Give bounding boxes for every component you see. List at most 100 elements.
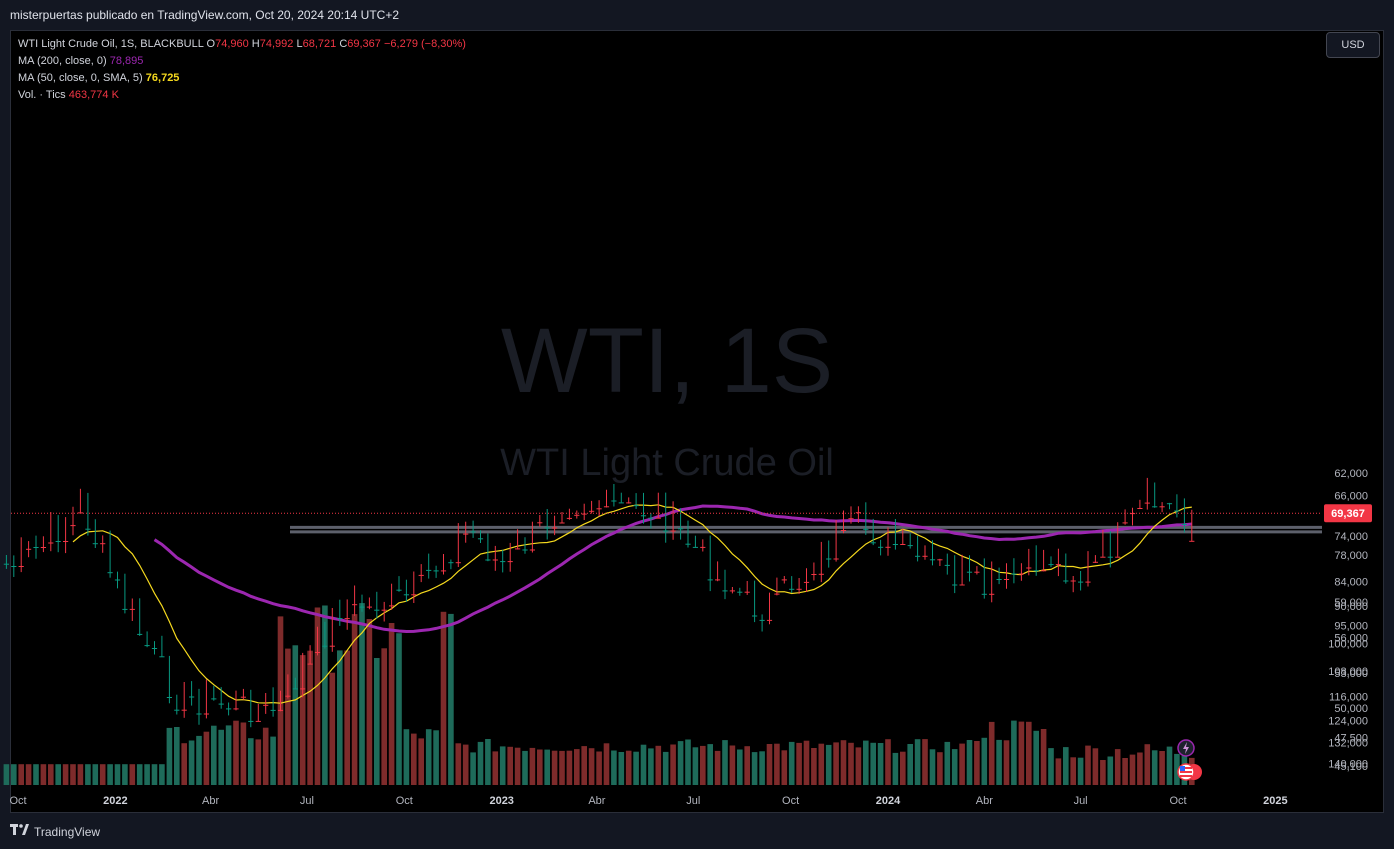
- us-flag-icon[interactable]: [1177, 763, 1202, 781]
- legend-ma50-row[interactable]: MA (50, close, 0, SMA, 5) 76,725: [18, 70, 466, 87]
- price-axis-label: 90,000: [1334, 601, 1368, 613]
- volume-bar: [566, 750, 573, 785]
- volume-bar: [70, 764, 76, 785]
- volume-bar: [499, 746, 506, 785]
- candle-body: [1152, 506, 1158, 508]
- legend-ma200-row[interactable]: MA (200, close, 0) 78,895: [18, 53, 466, 70]
- chart-legend[interactable]: WTI Light Crude Oil, 1S, BLACKBULL O74,9…: [18, 36, 466, 104]
- volume-bar: [633, 751, 639, 785]
- ma50-path: [72, 504, 1192, 704]
- footer: TradingView: [0, 814, 1394, 849]
- volume-bar: [455, 743, 462, 785]
- candle-body: [1055, 564, 1061, 566]
- open-label: O: [206, 38, 216, 50]
- candle-body: [648, 517, 654, 519]
- volume-bar: [403, 729, 410, 785]
- volume-bars: [3, 603, 1195, 785]
- volume-bar: [581, 746, 587, 785]
- candle-body: [226, 708, 232, 710]
- candle-body: [840, 530, 847, 531]
- time-axis-label: Oct: [9, 795, 26, 807]
- volume-bar: [55, 764, 61, 785]
- volume-bar: [618, 752, 625, 785]
- time-axis-label: Jul: [300, 795, 314, 807]
- candle-body: [892, 544, 898, 545]
- volume-bar: [625, 750, 632, 785]
- candle-body: [189, 696, 195, 698]
- close-label: C: [339, 38, 348, 50]
- candle-body: [566, 517, 572, 519]
- currency-button[interactable]: USD: [1326, 32, 1380, 58]
- lightning-icon[interactable]: [1177, 739, 1195, 757]
- price-axis-label: 56,000: [1334, 632, 1368, 644]
- candle-body: [203, 713, 209, 715]
- candle-body: [833, 558, 839, 560]
- price-axis-label: 124,000: [1328, 715, 1368, 727]
- candle-body: [470, 531, 476, 533]
- price-axis-label: 74,000: [1334, 531, 1368, 543]
- price-axis-label: 116,000: [1329, 692, 1368, 704]
- candle-body: [500, 561, 506, 563]
- volume-bar: [877, 743, 884, 785]
- volume-label: Vol. · Tics: [18, 89, 66, 101]
- candle-body: [633, 505, 639, 507]
- candle-body: [1070, 580, 1076, 582]
- volume-bar: [129, 764, 136, 785]
- candle-body: [85, 528, 91, 530]
- volume-bar: [1085, 745, 1091, 785]
- price-axis-label: 62,000: [1334, 468, 1368, 480]
- candle-body: [618, 502, 624, 504]
- volume-bar: [418, 738, 424, 785]
- volume-bar: [855, 747, 862, 785]
- candle-body: [1166, 503, 1173, 505]
- horizontal-levels[interactable]: [290, 525, 1322, 534]
- candle-body: [240, 696, 246, 698]
- candle-body: [544, 527, 550, 529]
- candle-body: [1026, 567, 1032, 569]
- time-axis[interactable]: Oct 2022 Abr Jul Oct 2023 Abr Jul Oct 2024 Abr Jul O…: [9, 795, 1287, 807]
- candle-body: [848, 518, 854, 520]
- volume-value: 463,774 K: [68, 89, 119, 101]
- candle-body: [40, 547, 46, 548]
- candle-body: [826, 558, 832, 560]
- candle-body: [307, 663, 313, 665]
- volume-bar: [662, 751, 669, 785]
- price-axis[interactable]: 140,000 132,000 124,000 116,000 108,000 100,0…: [1324, 468, 1372, 773]
- candle-body: [759, 619, 765, 621]
- candle-body: [114, 579, 121, 581]
- candle-body: [1078, 581, 1084, 583]
- candle-body: [196, 713, 202, 715]
- volume-bar: [11, 764, 17, 785]
- volume-bar: [914, 739, 921, 785]
- candle-body: [922, 555, 928, 557]
- volume-bar: [788, 741, 795, 785]
- volume-bar: [863, 740, 869, 785]
- candle-body: [1033, 570, 1039, 572]
- candle-body: [448, 562, 454, 564]
- candle-body: [100, 543, 106, 545]
- legend-volume-row[interactable]: Vol. · Tics 463,774 K: [18, 87, 466, 104]
- candle-body: [55, 541, 61, 542]
- volume-bar: [1114, 749, 1121, 785]
- candle-body: [655, 517, 661, 519]
- legend-symbol-row[interactable]: WTI Light Crude Oil, 1S, BLACKBULL O74,9…: [18, 36, 466, 53]
- change-value: −6,279 (−8,30%): [383, 38, 466, 50]
- candle-body: [1144, 502, 1150, 504]
- chart-frame[interactable]: [10, 30, 1384, 813]
- volume-bar: [611, 750, 617, 785]
- volume-bar: [692, 747, 699, 785]
- volume-bar: [988, 721, 995, 785]
- event-markers[interactable]: [1177, 739, 1202, 781]
- candle-body: [1048, 564, 1054, 566]
- tradingview-logo[interactable]: TradingView: [10, 824, 100, 839]
- candle-body: [1041, 570, 1047, 572]
- candle-body: [337, 618, 343, 620]
- volume-bar: [159, 764, 165, 785]
- low-value: 68,721: [302, 38, 337, 50]
- volume-bar: [1055, 758, 1062, 785]
- candle-body: [522, 549, 528, 551]
- candle-body: [626, 502, 632, 504]
- candle-body: [285, 695, 291, 697]
- candle-body: [515, 548, 521, 550]
